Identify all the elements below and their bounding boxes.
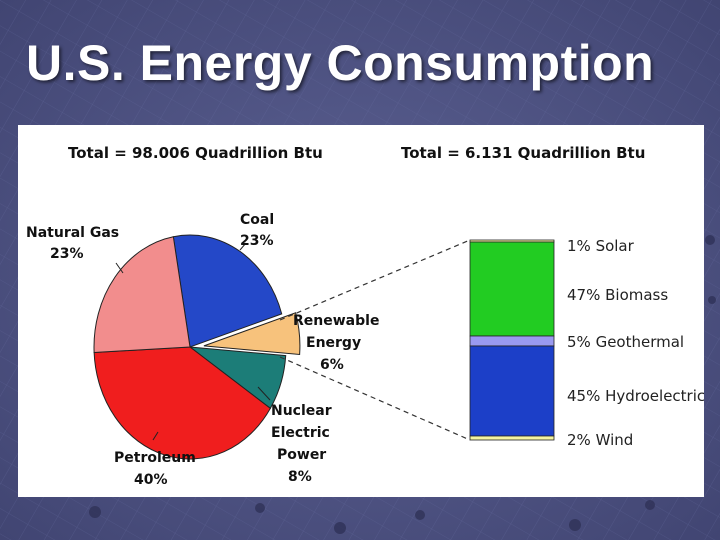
leader-natural-gas [115,262,124,274]
label-coal-pct: 23% [240,233,274,249]
bar-segment-biomass [469,241,555,337]
label-natural-gas-pct: 23% [50,246,84,262]
bar-segment-geothermal [469,335,555,347]
pie-slice-natural-gas [93,236,191,353]
renewable-bar [469,239,555,441]
label-coal-name: Coal [240,212,274,228]
pie-chart-title: Total = 98.006 Quadrillion Btu [68,144,323,162]
label-renewable-pct: 6% [320,357,344,373]
pie-slice-petroleum [93,346,271,460]
label-nuclear-line1: Nuclear [271,403,332,419]
connector-line-bottom [279,356,471,441]
label-geothermal: 5% Geothermal [567,333,684,351]
leader-nuclear [257,386,271,401]
label-petroleum-pct: 40% [134,472,168,488]
label-nuclear-pct: 8% [288,469,312,485]
pie-chart [93,234,301,460]
bar-segment-hydroelectric [469,345,555,437]
label-natural-gas-name: Natural Gas [26,225,119,241]
label-renewable-line1: Renewable [293,313,379,329]
energy-chart: Total = 98.006 Quadrillion Btu Total = 6… [26,144,704,488]
label-petroleum-name: Petroleum [114,450,196,466]
label-biomass: 47% Biomass [567,286,668,304]
label-hydroelectric: 45% Hydroelectric [567,387,704,405]
label-nuclear-line2: Electric [271,425,330,441]
label-renewable-line2: Energy [306,335,361,351]
pie-slice-renewable [203,312,301,356]
chart-panel: Total = 98.006 Quadrillion Btu Total = 6… [18,125,704,497]
bar-chart-title: Total = 6.131 Quadrillion Btu [401,144,645,162]
pie-slice-coal [172,234,283,348]
connector-line-top [279,239,471,321]
label-nuclear-line3: Power [277,447,326,463]
label-wind: 2% Wind [567,431,633,449]
leader-petroleum [152,431,159,441]
leader-coal [239,242,247,251]
label-solar: 1% Solar [567,237,635,255]
slide-title: U.S. Energy Consumption [26,35,655,91]
bar-segment-wind [469,435,555,441]
